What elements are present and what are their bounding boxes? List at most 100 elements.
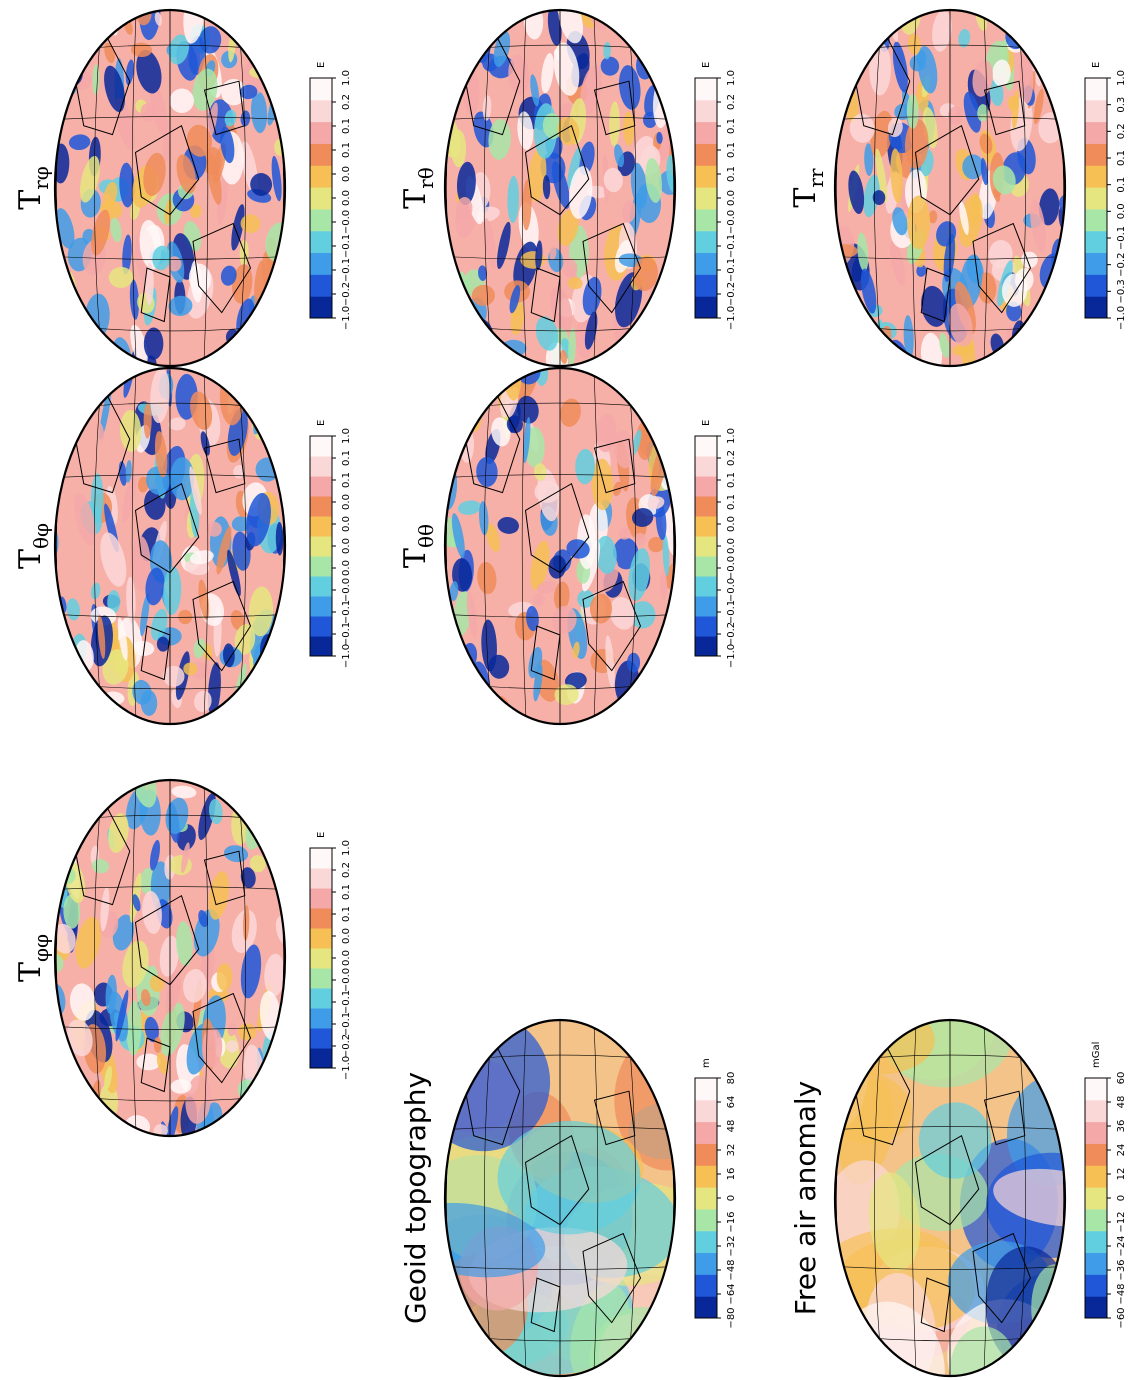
t-phiphi-colorbar-tick-label: −1.0 [341,1056,352,1080]
t-rtheta-colorbar-swatch [695,78,717,101]
geoid-colorbar-tick-label: 16 [726,1168,737,1181]
t-rr-map [835,10,1065,366]
t-thetatheta-colorbar-swatch [695,616,717,637]
geoid-title-main: Geoid topography [399,1072,432,1324]
t-rtheta-colorbar-swatch [695,230,717,254]
t-rr-colorbar-swatch [1085,274,1107,297]
t-rr-colorbar-swatch [1085,121,1107,144]
geoid-colorbar-tick-label: 32 [726,1144,737,1157]
t-rr-colorbar-swatch [1085,252,1107,275]
geoid-colorbar-swatch [695,1230,717,1254]
t-thetatheta-colorbar-tick-label: 0.0 [726,516,737,532]
geoid-colorbar-tick-label: 64 [726,1096,737,1109]
t-rtheta-panel: Trθ−1.0−0.2−0.1−0.1−0.00.00.10.10.10.21.… [398,8,737,368]
geoid-colorbar-tick-label: −48 [726,1259,737,1280]
t-thetaphi-colorbar-swatch [310,576,332,597]
t-rtheta-colorbar-swatch [695,274,717,297]
t-rphi-colorbar-swatch [310,143,332,166]
geoid-colorbar: −80 −64 −48 −32 −16 0 16 32 48 64 80 m [694,1058,737,1329]
free-air-colorbar-swatch [1085,1187,1107,1210]
t-phiphi-colorbar-tick-label: 0.1 [341,906,352,922]
t-rr-colorbar: −1.0 −0.3 −0.2 −0.1 0.0 0.1 0.1 0.2 0.3 1.0 E [1084,62,1127,330]
t-thetaphi-colorbar: −1.0−0.1−0.1−0.00.00.00.00.00.10.11.0E [309,420,352,668]
t-rtheta-colorbar-tick-label: 0.2 [726,94,737,110]
t-rtheta-colorbar-swatch [695,208,717,232]
t-rphi-colorbar-tick-label: 1.0 [341,70,352,86]
t-phiphi-colorbar-tick-label: 0.0 [341,928,352,944]
t-thetatheta-panel: Tθθ−1.0−0.2−0.1−0.0−0.00.00.00.10.10.21.… [398,366,737,726]
t-rtheta-title-subscript: rθ [414,167,438,189]
free-air-map [835,1020,1065,1376]
t-rtheta-colorbar-tick-label: −0.1 [726,234,737,258]
t-thetaphi-colorbar-tick-label: −0.1 [341,600,352,624]
t-phiphi-colorbar-tick-label: 0.1 [341,884,352,900]
t-rr-colorbar-tick-label: −0.1 [1116,226,1127,250]
t-thetatheta-colorbar-tick-label: −0.0 [726,578,737,602]
t-rr-colorbar-tick-label: 0.0 [1116,203,1127,219]
t-rphi-colorbar-swatch [310,99,332,123]
t-thetaphi-colorbar-tick-label: 0.1 [341,472,352,488]
t-phiphi-colorbar-swatch [310,988,332,1009]
free-air-colorbar-swatch [1085,1296,1107,1319]
t-rphi-colorbar-swatch [310,252,332,275]
t-rtheta-colorbar-tick-label: −0.2 [726,282,737,306]
t-thetaphi-colorbar-swatch [310,616,332,637]
t-phiphi-title-subscript: φφ [29,934,53,962]
t-thetatheta-colorbar-tick-label: 0.1 [726,494,737,510]
t-rphi-colorbar-tick-label: −0.1 [341,258,352,282]
t-phiphi-colorbar-tick-label: −0.1 [341,1012,352,1036]
free-air-colorbar-tick-label: 48 [1116,1096,1127,1109]
t-thetaphi-colorbar-tick-label: 0.0 [341,560,352,576]
t-rr-colorbar-swatch [1085,230,1107,254]
t-thetaphi-colorbar-swatch [310,496,332,517]
geoid-colorbar-swatch [695,1165,717,1188]
t-rphi-colorbar-tick-label: 0.0 [341,190,352,206]
geoid-colorbar-swatch [695,1187,717,1210]
t-phiphi-title: Tφφ [13,934,53,982]
geoid-colorbar-swatch [695,1143,717,1166]
free-air-panel: Free air anomaly −60 −48 −36 −24 −12 0 12 24 36 48… [789,1018,1127,1378]
t-rphi-colorbar-tick-label: −0.2 [341,282,352,306]
t-thetaphi-map [55,368,285,724]
t-rtheta-colorbar-unit: E [701,62,712,68]
t-thetaphi-colorbar-tick-label: −0.0 [341,578,352,602]
t-rphi-colorbar-tick-label: 0.1 [341,142,352,158]
t-phiphi-colorbar-tick-label: −0.2 [341,1034,352,1058]
t-thetatheta-colorbar-tick-label: 0.1 [726,472,737,488]
t-thetatheta-colorbar-tick-label: −0.1 [726,600,737,624]
geoid-coastlines [461,1045,642,1333]
t-thetatheta-colorbar: −1.0−0.2−0.1−0.0−0.00.00.00.10.10.21.0E [694,420,737,668]
t-phiphi-colorbar-tick-label: −0.1 [341,990,352,1014]
free-air-title-main: Free air anomaly [789,1081,822,1316]
free-air-colorbar-tick-label: 24 [1116,1144,1127,1157]
t-thetaphi-map-outline [53,366,287,726]
t-rphi-colorbar-swatch [310,187,332,210]
t-thetatheta-colorbar-tick-label: 0.0 [726,538,737,554]
t-rr-colorbar-swatch [1085,99,1107,123]
geoid-colorbar-tick-label: 0 [726,1195,737,1201]
t-thetaphi-colorbar-tick-label: 0.0 [341,494,352,510]
t-thetatheta-title: Tθθ [398,524,438,568]
t-thetatheta-colorbar-swatch [695,456,717,477]
t-rphi-panel: Trφ−1.0−0.2−0.1−0.1−0.00.00.00.10.10.21.… [13,8,352,368]
t-rtheta-colorbar-tick-label: 0.1 [726,166,737,182]
free-air-colorbar-tick-label: 36 [1116,1120,1127,1133]
t-phiphi-colorbar-tick-label: −0.0 [341,968,352,992]
t-rr-colorbar-tick-label: 0.3 [1116,97,1127,113]
t-rphi-colorbar-tick-label: 0.2 [341,94,352,110]
t-rphi-colorbar-tick-label: 0.1 [341,118,352,134]
free-air-colorbar-swatch [1085,1252,1107,1275]
t-thetatheta-colorbar-tick-label: 0.2 [726,450,737,466]
geoid-colorbar-swatch [695,1296,717,1319]
t-rr-colorbar-unit: E [1091,62,1102,68]
t-rr-colorbar-tick-label: 1.0 [1116,70,1127,86]
t-thetatheta-colorbar-swatch [695,556,717,577]
geoid-panel: Geoid topography −80 −64 −48 −32 −16 0 16 32 48 64… [399,1018,737,1378]
t-phiphi-colorbar: −1.0−0.2−0.1−0.1−0.00.00.00.10.10.21.0E [309,832,352,1080]
geoid-colorbar-tick-label: −80 [726,1307,737,1328]
t-rtheta-colorbar: −1.0−0.2−0.1−0.1−0.00.00.10.10.10.21.0E [694,62,737,330]
geoid-colorbar-tick-label: −32 [726,1235,737,1256]
t-rtheta-colorbar-tick-label: 0.0 [726,190,737,206]
free-air-colorbar-tick-label: −60 [1116,1307,1127,1328]
t-rr-colorbar-swatch [1085,165,1107,188]
